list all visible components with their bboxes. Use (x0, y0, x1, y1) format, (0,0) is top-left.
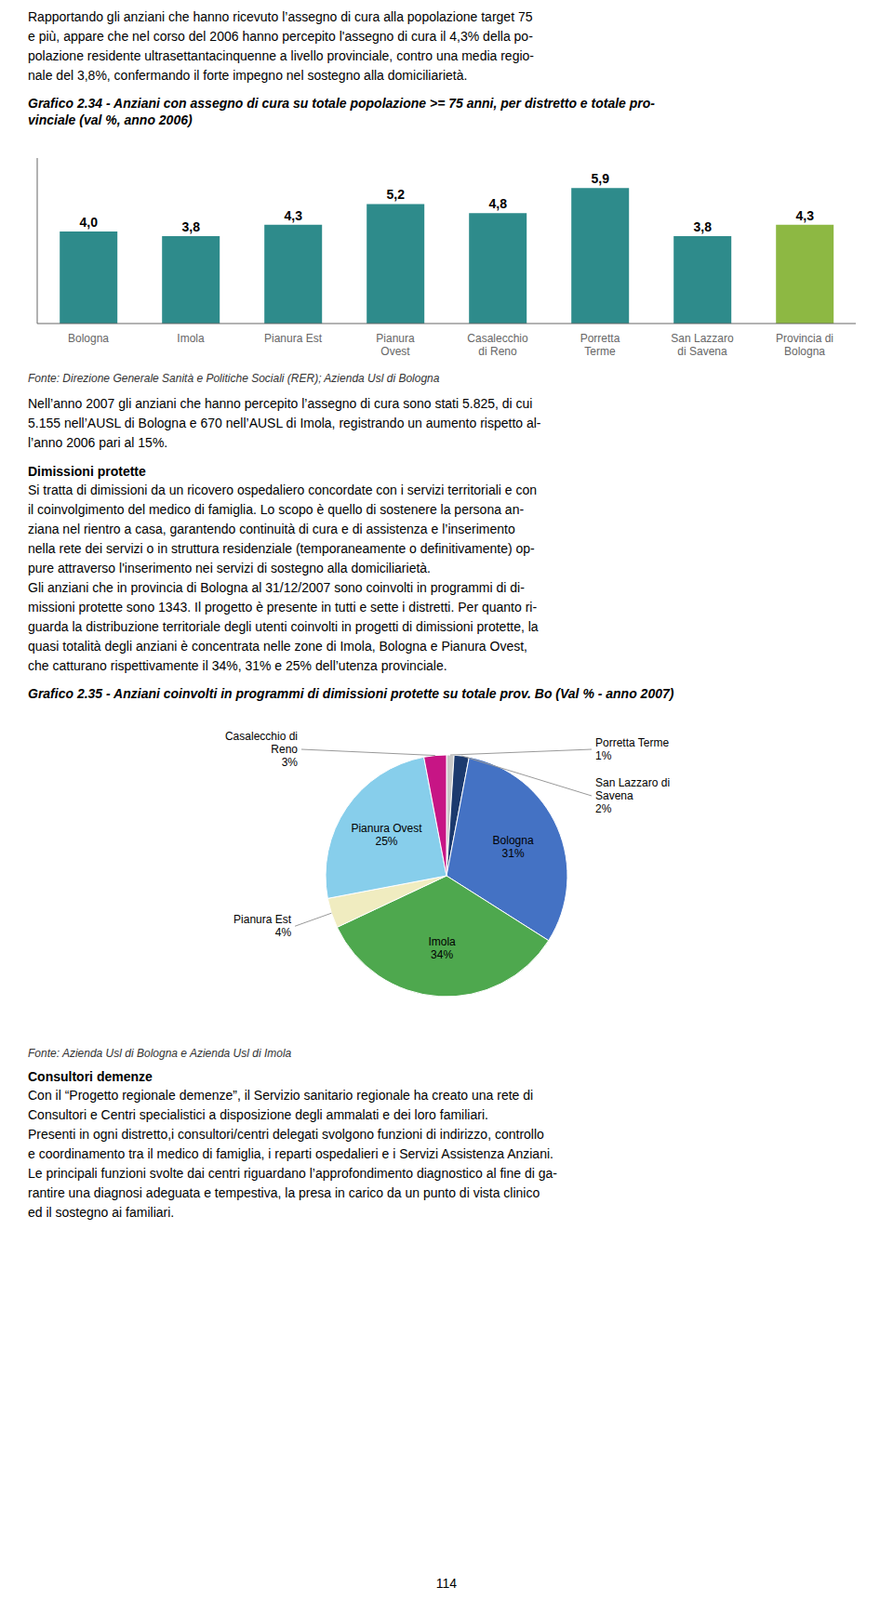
svg-text:4,3: 4,3 (283, 208, 303, 224)
svg-text:San Lazzaro diSavena2%: San Lazzaro diSavena2% (595, 776, 670, 816)
svg-text:4,0: 4,0 (79, 214, 98, 230)
svg-text:Porretta Terme1%: Porretta Terme1% (595, 736, 669, 763)
svg-text:Imola: Imola (176, 332, 205, 346)
svg-text:5,2: 5,2 (386, 187, 405, 203)
svg-text:PianuraOvest: PianuraOvest (375, 332, 415, 359)
svg-text:3,8: 3,8 (181, 219, 200, 235)
svg-text:Pianura Ovest25%: Pianura Ovest25% (350, 822, 423, 849)
svg-text:Provincia diBologna: Provincia diBologna (775, 332, 834, 359)
html-text:Grafico 2.34 - Anziani con ass: Grafico 2.34 - Anziani con assegno di cu… (27, 95, 655, 128)
html-text:Con il “Progetto regionale dem: Con il “Progetto regionale demenze”, il … (27, 1087, 558, 1221)
svg-text:Imola34%: Imola34% (427, 934, 456, 961)
svg-text:Pianura Est: Pianura Est (264, 332, 323, 346)
svg-text:4,3: 4,3 (795, 208, 814, 224)
svg-text:San Lazzarodi Savena: San Lazzarodi Savena (670, 332, 734, 359)
html-text:Nell’anno 2007 gli anziani che: Nell’anno 2007 gli anziani che hanno per… (27, 396, 541, 451)
svg-text:5,9: 5,9 (590, 172, 610, 187)
svg-text:3,8: 3,8 (693, 219, 712, 235)
html-text:Fonte: Azienda Usl di Bologna: Fonte: Azienda Usl di Bologna e Azienda … (27, 1047, 292, 1061)
svg-text:PorrettaTerme: PorrettaTerme (580, 332, 621, 359)
svg-text:Casalecchiodi Reno: Casalecchiodi Reno (466, 332, 529, 359)
html-text:Si tratta di dimissioni da un: Si tratta di dimissioni da un ricovero o… (27, 483, 539, 674)
svg-text:Casalecchio diReno3%: Casalecchio diReno3% (225, 730, 298, 770)
svg-text:Pianura Est4%: Pianura Est4% (233, 913, 293, 940)
html-text:Fonte: Direzione Generale Sani: Fonte: Direzione Generale Sanità e Polit… (27, 372, 440, 386)
html-text:Consultori demenze: Consultori demenze (27, 1069, 153, 1085)
svg-text:Bologna31%: Bologna31% (493, 834, 534, 861)
html-text:114: 114 (436, 1576, 457, 1592)
svg-text:Bologna: Bologna (67, 332, 109, 346)
svg-text:4,8: 4,8 (488, 197, 507, 213)
html-text:Dimissioni protette: Dimissioni protette (27, 464, 146, 480)
html-text:Rapportando gli anziani che ha: Rapportando gli anziani che hanno ricevu… (27, 9, 534, 83)
html-text:Grafico 2.35 - Anziani coinvol: Grafico 2.35 - Anziani coinvolti in prog… (27, 686, 674, 702)
